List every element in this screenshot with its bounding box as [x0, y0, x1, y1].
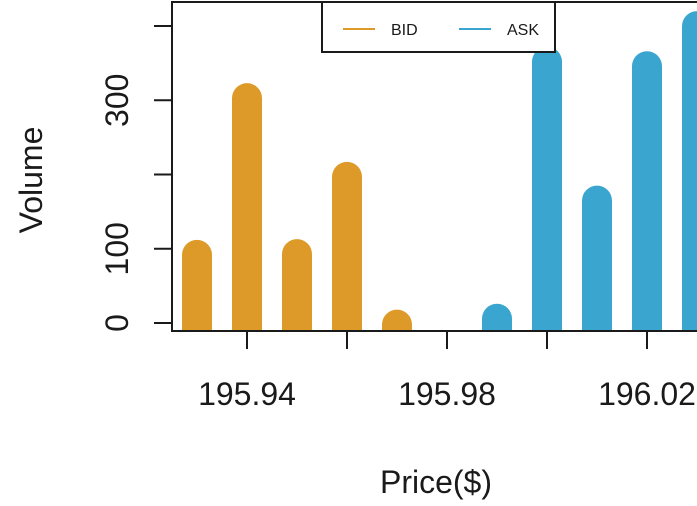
x-tick-label: 195.94 [198, 376, 296, 412]
ask-bar [482, 303, 512, 331]
y-axis-title: Volume [13, 127, 49, 234]
y-tick-label: 100 [99, 222, 135, 275]
bars-layer [182, 11, 697, 332]
x-axis: 195.94 195.98 196.02 [198, 331, 696, 412]
legend-label-bid: BID [391, 22, 418, 39]
x-tick-label: 196.02 [598, 376, 696, 412]
bid-bar [282, 239, 312, 331]
bid-bar [232, 83, 262, 331]
bid-bar [332, 161, 362, 331]
ask-bar [682, 11, 697, 331]
y-tick-label: 300 [99, 74, 135, 127]
legend: BID ASK [321, 1, 556, 53]
bid-bar [182, 239, 212, 331]
legend-box [321, 1, 556, 53]
ask-bar [582, 185, 612, 331]
ask-bar [632, 51, 662, 332]
y-axis: 0 100 300 [99, 25, 172, 332]
y-tick-label: 0 [99, 314, 135, 332]
bid-bar [382, 309, 412, 331]
ask-bar [532, 46, 562, 331]
legend-label-ask: ASK [507, 22, 539, 39]
x-tick-label: 195.98 [398, 376, 496, 412]
x-axis-title: Price($) [380, 464, 492, 500]
